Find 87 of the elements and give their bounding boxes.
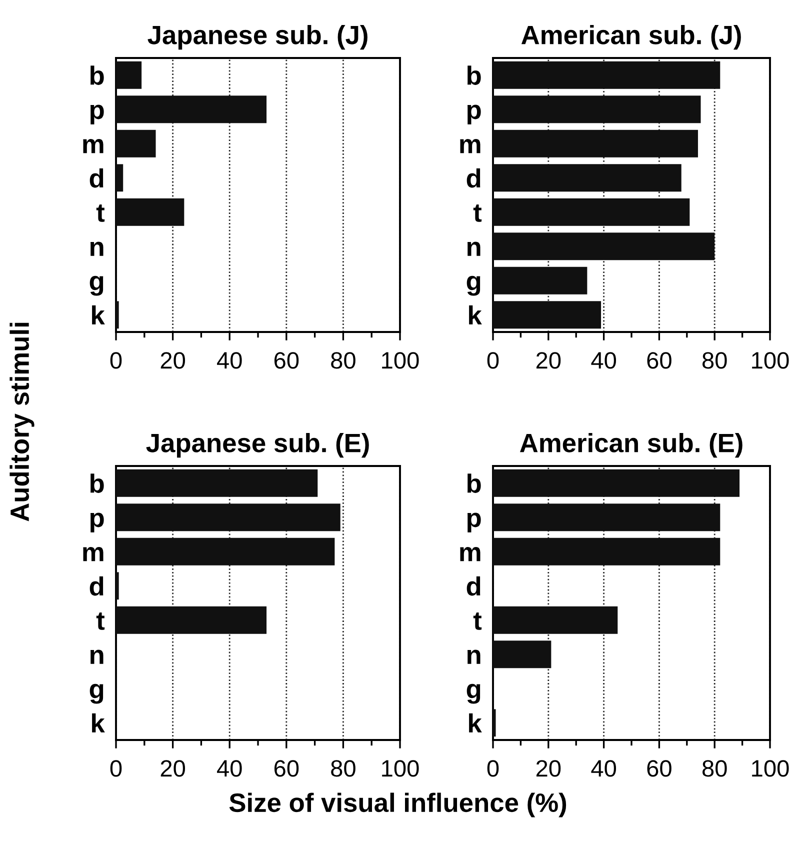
x-tick-label: 80 — [331, 760, 356, 777]
bar — [116, 469, 318, 497]
y-tick-label: m — [83, 138, 104, 154]
bar — [493, 130, 698, 158]
y-tick-label: m — [83, 546, 104, 562]
x-tick-label: 100 — [752, 760, 789, 777]
x-tick-label: 40 — [591, 760, 616, 777]
x-tick-label: 80 — [702, 760, 727, 777]
y-tick-label: k — [92, 305, 105, 324]
y-tick-label: b — [90, 66, 104, 85]
bar — [116, 198, 184, 226]
y-tick-label: k — [92, 713, 105, 732]
x-tick-label: 80 — [702, 352, 727, 369]
y-tick-label: t — [473, 204, 482, 222]
bar — [493, 709, 496, 737]
x-tick-label: 0 — [487, 760, 499, 777]
bar — [116, 606, 267, 634]
x-tick-label: 60 — [274, 760, 299, 777]
x-tick-label: 0 — [110, 760, 122, 777]
y-tick-label: g — [466, 276, 480, 296]
bar — [493, 606, 618, 634]
x-tick-label: 60 — [647, 352, 672, 369]
x-tick-label: 40 — [591, 352, 616, 369]
x-tick-label: 40 — [217, 352, 242, 369]
bar — [493, 61, 720, 89]
x-tick-label: 20 — [160, 760, 186, 777]
bar — [493, 266, 588, 294]
y-tick-label: g — [90, 276, 104, 296]
y-tick-label: p — [468, 512, 481, 532]
y-tick-label: b — [468, 66, 481, 85]
y-tick-label: m — [460, 546, 480, 562]
y-tick-label: g — [90, 684, 104, 704]
chart-title: American sub. (J) — [521, 24, 741, 50]
y-tick-label: m — [460, 138, 480, 154]
y-tick-label: b — [468, 474, 481, 493]
x-tick-label: 80 — [331, 352, 356, 369]
bar — [116, 96, 267, 124]
y-tick-label: d — [466, 168, 480, 188]
y-axis-title: Auditory stimuli — [10, 322, 34, 522]
bar — [116, 504, 340, 532]
x-tick-label: 20 — [536, 352, 561, 369]
y-tick-label: n — [90, 650, 104, 664]
chart-title: Japanese sub. (E) — [146, 432, 369, 458]
y-tick-label: d — [466, 576, 480, 596]
bar — [116, 572, 119, 600]
bar — [493, 301, 602, 329]
y-tick-label: n — [90, 242, 104, 256]
y-tick-label: t — [473, 612, 482, 630]
bar — [116, 130, 156, 158]
x-axis-title: Size of visual influence (%) — [229, 792, 566, 818]
x-tick-label: 20 — [536, 760, 561, 777]
x-tick-label: 60 — [274, 352, 299, 369]
y-tick-label: n — [468, 242, 480, 256]
bar — [493, 504, 720, 532]
bar — [493, 640, 552, 668]
x-tick-label: 100 — [752, 352, 789, 369]
y-tick-label: p — [468, 104, 481, 124]
bar — [493, 96, 701, 124]
y-tick-label: g — [466, 684, 480, 704]
bar — [116, 301, 119, 329]
y-tick-label: d — [90, 576, 104, 596]
x-tick-label: 100 — [382, 760, 419, 777]
x-tick-label: 40 — [217, 760, 242, 777]
y-tick-label: k — [469, 713, 482, 732]
bar — [493, 469, 740, 497]
x-tick-label: 0 — [487, 352, 499, 369]
bar — [493, 164, 682, 192]
y-tick-label: t — [96, 204, 105, 222]
bar — [493, 198, 690, 226]
y-tick-label: n — [468, 650, 480, 664]
x-tick-label: 60 — [647, 760, 672, 777]
bar — [116, 538, 335, 566]
bar — [116, 164, 124, 192]
y-tick-label: p — [90, 512, 104, 532]
chart-title: American sub. (E) — [520, 432, 742, 458]
y-tick-label: t — [96, 612, 105, 630]
bar — [493, 538, 720, 566]
chart-title: Japanese sub. (J) — [148, 24, 368, 50]
bar — [493, 232, 715, 260]
y-tick-label: k — [469, 305, 482, 324]
x-tick-label: 0 — [110, 352, 122, 369]
x-tick-label: 100 — [382, 352, 419, 369]
y-tick-label: b — [90, 474, 104, 493]
bar — [116, 61, 142, 89]
y-tick-label: p — [90, 104, 104, 124]
y-tick-label: d — [90, 168, 104, 188]
x-tick-label: 20 — [160, 352, 186, 369]
